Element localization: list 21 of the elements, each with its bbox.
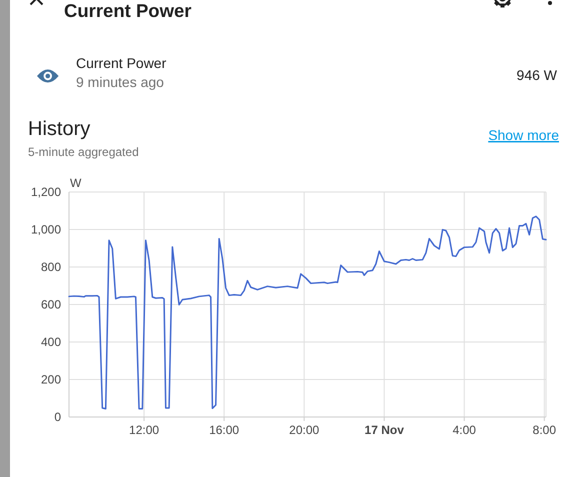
- y-tick-label: 1,000: [30, 222, 62, 237]
- x-tick-label: 16:00: [209, 423, 240, 437]
- y-tick-label: 400: [40, 335, 62, 350]
- y-tick-label: 800: [40, 260, 62, 274]
- text: Show more: [488, 127, 560, 143]
- x-tick-label: 17 Nov: [364, 423, 404, 437]
- y-tick-label: 600: [40, 298, 62, 312]
- y-tick-label: 200: [40, 372, 62, 387]
- text: Current Power: [76, 55, 167, 71]
- y-tick-label: 1,200: [30, 185, 62, 200]
- x-tick-label: 8:00: [532, 423, 556, 437]
- chart-title: History: [28, 118, 90, 140]
- x-tick-label: 12:00: [129, 423, 160, 437]
- x-tick-label: 20:00: [289, 423, 320, 437]
- chart-subtitle: 5-minute aggregated: [28, 145, 139, 159]
- x-tick-label: 4:00: [452, 423, 476, 437]
- text: 946 W: [516, 67, 558, 83]
- text: Current Power: [64, 0, 192, 21]
- y-tick-label: 0: [54, 410, 62, 424]
- text: 9 minutes ago: [76, 74, 164, 90]
- y-axis-title: W: [70, 176, 82, 190]
